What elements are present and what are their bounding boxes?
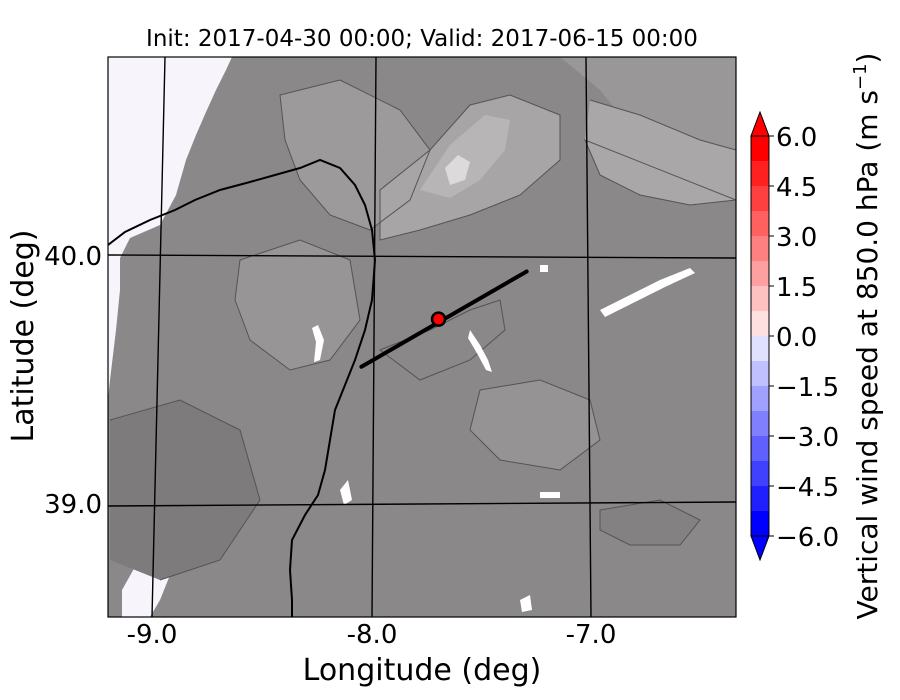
y-tick-label: 39.0 [44, 490, 102, 520]
colorbar-band [751, 461, 769, 487]
colorbar-band [751, 261, 769, 287]
colorbar-band [751, 136, 769, 162]
colorbar-ticks: 6.0 4.5 3.0 1.5 0.0 −1.5 −3.0 −4.5 −6.0 [769, 123, 839, 553]
colorbar-band [751, 436, 769, 462]
colorbar-band [751, 486, 769, 512]
colorbar-band [751, 311, 769, 337]
colorbar-band [751, 211, 769, 237]
river-patches [312, 265, 695, 612]
terrain-mid [238, 57, 736, 190]
colorbar-band [751, 336, 769, 362]
x-tick-label: -8.0 [347, 620, 398, 650]
colorbar-band [751, 286, 769, 312]
y-axis-label: Latitude (deg) [6, 230, 41, 443]
map-plot-area [108, 57, 736, 617]
map-gridlines [108, 57, 736, 617]
colorbar-band [751, 236, 769, 262]
gridline-lon-minus7 [585, 57, 592, 617]
x-tick-label: -9.0 [127, 620, 178, 650]
colorbar-tick-label: −6.0 [776, 523, 839, 553]
chart-title: Init: 2017-04-30 00:00; Valid: 2017-06-1… [146, 26, 698, 52]
terrain-contours [109, 79, 736, 581]
colorbar-extend-top [750, 110, 770, 137]
colorbar-extend-bottom [750, 535, 770, 562]
colorbar-band [751, 511, 769, 537]
colorbar-tick-label: −4.5 [776, 473, 839, 503]
colorbar-tick-label: 0.0 [776, 323, 817, 353]
x-axis-label: Longitude (deg) [303, 653, 542, 688]
plot-frame [107, 56, 737, 618]
colorbar-band [751, 411, 769, 437]
x-tick-label: -7.0 [566, 620, 617, 650]
terrain-valley [110, 400, 260, 580]
colorbar-tick-label: 6.0 [776, 123, 817, 153]
colorbar-tick-label: 1.5 [776, 273, 817, 303]
y-tick-label: 40.0 [44, 242, 102, 272]
terrain-peak [445, 155, 470, 185]
terrain-south-1 [470, 380, 600, 470]
colorbar-tick-label: 4.5 [776, 173, 817, 203]
colorbar-bands [751, 136, 769, 537]
terrain-west-slope [235, 240, 360, 370]
colorbar: 6.0 4.5 3.0 1.5 0.0 −1.5 −3.0 −4.5 −6.0 [750, 110, 839, 562]
terrain-east-plateau [585, 100, 736, 205]
terrain-ridge-high [420, 115, 510, 198]
gridline-lat-39 [108, 501, 736, 507]
location-marker [430, 311, 447, 327]
colorbar-tick-label: −3.0 [776, 423, 839, 453]
colorbar-band [751, 186, 769, 212]
colorbar-band [751, 386, 769, 412]
gridline-lat-40 [108, 254, 736, 259]
terrain-south-2 [600, 500, 700, 545]
colorbar-label: Vertical wind speed at 850.0 hPa (m s−1) [850, 53, 884, 620]
colorbar-tick-label: −1.5 [776, 373, 839, 403]
gridline-lon-minus8 [371, 57, 377, 617]
ocean-area [108, 57, 232, 400]
gridline-lon-minus9 [151, 57, 166, 617]
colorbar-band [751, 161, 769, 187]
colorbar-tick-label: 3.0 [776, 223, 817, 253]
colorbar-band [751, 361, 769, 387]
